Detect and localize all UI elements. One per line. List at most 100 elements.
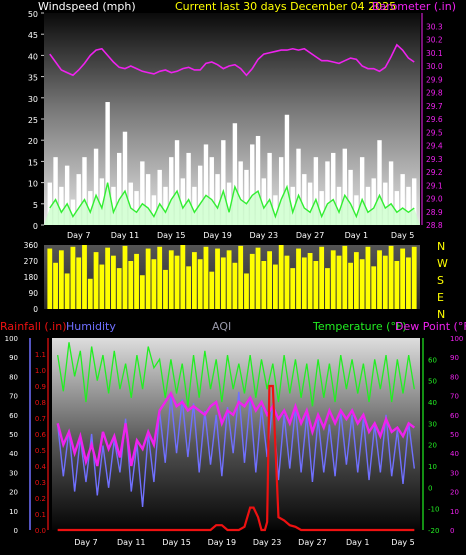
wind-gust-bar xyxy=(273,195,278,225)
temperature-title: Temperature (°F) xyxy=(312,320,407,333)
rain-y-tick-label: 0.1 xyxy=(35,511,46,519)
dewpoint-y-tick-label: 90 xyxy=(450,354,459,362)
wind-direction-bar xyxy=(226,250,232,309)
dewpoint-y-tick-label: 70 xyxy=(450,393,459,401)
wind-gust-bar xyxy=(145,174,151,225)
wind-x-tick-label: Day 15 xyxy=(157,231,186,240)
wind-gust-bar xyxy=(163,186,168,225)
wind-direction-bar xyxy=(220,257,226,309)
wind-direction-bar xyxy=(174,255,180,309)
barometer-y-tick-label: 28.9 xyxy=(426,208,443,217)
rain-y-tick-label: 0.0 xyxy=(35,527,46,535)
humidity-y-tick-label: 60 xyxy=(9,412,18,420)
wind-direction-bar xyxy=(307,253,313,309)
barometer-y-tick-label: 29.4 xyxy=(426,142,443,151)
wind-direction-bar xyxy=(382,255,388,309)
wind-gust-bar xyxy=(302,174,307,225)
wind-gust-bar xyxy=(319,191,324,225)
barometer-y-tick-label: 29.6 xyxy=(426,115,443,124)
wind-direction-bar xyxy=(87,278,93,309)
dewpoint-title: Dew Point (°F) xyxy=(395,320,466,333)
humidity-y-tick-label: 50 xyxy=(9,431,18,439)
wind-gust-bar xyxy=(284,114,290,225)
dewpoint-y-tick-label: 50 xyxy=(450,431,459,439)
wind-direction-bar xyxy=(238,245,244,309)
dewpoint-line xyxy=(56,390,416,467)
chart-period-title: Current last 30 days December 04 2025 xyxy=(175,0,396,13)
wind-gust-bar xyxy=(244,169,249,225)
climate-x-tick-label: Day 5 xyxy=(391,538,414,547)
wind-gust-bar xyxy=(215,174,220,225)
wind-direction-bar xyxy=(168,250,174,309)
rain-y-tick-label: 1.0 xyxy=(35,367,46,375)
wind-direction-bar xyxy=(53,262,58,309)
wind-y-tick-label: 15 xyxy=(28,158,38,167)
wind-gust-bar xyxy=(134,191,139,225)
wind-y-tick-label: 5 xyxy=(33,201,38,210)
humidity-y-tick-label: 40 xyxy=(9,450,18,458)
wind-gust-bar xyxy=(261,178,267,225)
humidity-y-tick-label: 100 xyxy=(5,335,18,343)
wind-direction-bar xyxy=(58,250,64,309)
wind-gust-bar xyxy=(383,182,388,225)
chart-marks: 0 5 10 15 20 25 30 35 40 45 50 28.8 28.9 29.0 29.1 29.2… xyxy=(5,10,464,547)
climate-x-tick-label: Day 1 xyxy=(346,538,369,547)
rain-y-tick-label: 0.8 xyxy=(35,399,46,407)
barometer-y-tick-label: 30.2 xyxy=(426,36,443,45)
wind-direction-bar xyxy=(261,261,267,309)
wind-direction-bar xyxy=(157,246,163,309)
wind-gust-bar xyxy=(307,182,313,225)
wind-direction-bar xyxy=(192,252,197,309)
wind-direction-bar xyxy=(411,246,417,309)
wind-gust-bar xyxy=(99,178,105,225)
wind-gust-bar xyxy=(400,174,405,225)
humidity-y-tick-label: 30 xyxy=(9,469,18,477)
wind-gust-bar xyxy=(82,157,87,225)
humidity-y-tick-label: 0 xyxy=(14,527,18,535)
wind-gust-bar xyxy=(412,178,417,225)
dewpoint-y-tick-label: 80 xyxy=(450,373,459,381)
wind-direction-bar xyxy=(388,245,394,309)
wind-gust-bar xyxy=(342,148,347,225)
wind-gust-bar xyxy=(325,161,330,225)
direction-y-tick-label: 0 xyxy=(33,305,38,314)
climate-chart-plot-area xyxy=(52,338,420,530)
temperature-y-tick-label: 50 xyxy=(428,378,437,386)
wind-direction-bar xyxy=(215,248,220,309)
wind-direction-bar xyxy=(284,255,290,309)
humidity-y-tick-label: 20 xyxy=(9,489,18,497)
dewpoint-y-tick-label: 10 xyxy=(450,508,459,516)
wind-gust-bar xyxy=(406,186,411,225)
barometer-y-tick-label: 29.8 xyxy=(426,89,443,98)
wind-gust-bar xyxy=(359,157,365,225)
wind-y-tick-label: 45 xyxy=(28,31,38,40)
wind-direction-bar xyxy=(272,264,278,309)
wind-gust-bar xyxy=(255,135,261,225)
wind-gust-bar xyxy=(221,140,226,225)
compass-east: E xyxy=(437,291,444,304)
wind-direction-bar xyxy=(197,259,203,309)
compass-west: W xyxy=(437,257,448,270)
wind-direction-bar xyxy=(139,275,145,309)
wind-average-area xyxy=(44,182,420,225)
direction-y-tick-label: 180 xyxy=(24,273,39,282)
barometer-y-tick-label: 30.0 xyxy=(426,62,443,71)
compass-north-bottom: N xyxy=(437,308,445,321)
wind-gust-bar xyxy=(122,131,128,225)
wind-gust-bar xyxy=(348,169,353,225)
wind-direction-bar xyxy=(301,257,307,309)
temperature-line xyxy=(57,342,415,407)
wind-direction-bar xyxy=(186,266,192,309)
humidity-title: Humidity xyxy=(66,320,116,333)
wind-gust-bar xyxy=(140,161,145,225)
dewpoint-y-tick-label: 40 xyxy=(450,450,459,458)
wind-gust-bar xyxy=(250,144,255,225)
humidity-y-tick-label: 80 xyxy=(9,373,18,381)
barometer-title: Barometer (.in) xyxy=(372,0,456,13)
climate-x-tick-label: Day 7 xyxy=(74,538,97,547)
wind-direction-bar xyxy=(76,257,82,309)
wind-direction-bar xyxy=(365,246,371,309)
barometer-line xyxy=(49,43,415,77)
wind-gust-bar xyxy=(313,157,319,225)
wind-gust-bar xyxy=(203,144,209,225)
